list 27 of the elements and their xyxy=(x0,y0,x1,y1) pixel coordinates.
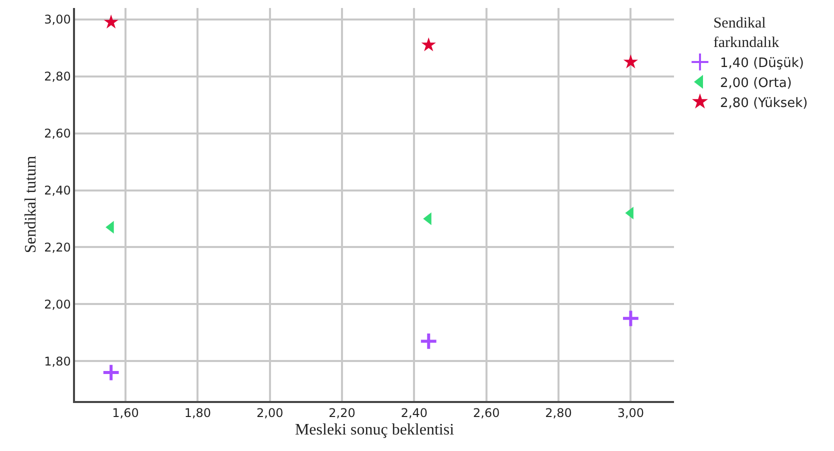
y-tick-label: 1,80 xyxy=(44,354,71,368)
x-tick-label: 2,80 xyxy=(545,406,572,420)
point xyxy=(623,54,638,68)
y-tick-label: 3,00 xyxy=(44,12,71,27)
y-axis-title: Sendikal tutum xyxy=(22,155,40,254)
legend-title: Sendikal farkındalık xyxy=(713,16,780,51)
x-tick-label: 2,60 xyxy=(473,406,500,420)
legend-label: 2,00 (Orta) xyxy=(720,76,792,91)
x-tick-label: 1,80 xyxy=(184,406,212,420)
x-tick-label: 2,00 xyxy=(256,406,284,420)
y-tick-label: 2,40 xyxy=(44,183,71,198)
legend-label: 1,40 (Düşük) xyxy=(720,56,804,72)
y-tick-label: 2,00 xyxy=(44,297,71,312)
x-axis-title: Mesleki sonuç beklentisi xyxy=(294,421,455,438)
y-tick-label: 2,60 xyxy=(44,126,71,140)
point xyxy=(104,14,118,28)
point xyxy=(102,363,120,382)
x-tick-label: 1,60 xyxy=(112,406,139,420)
legend-label: 2,80 (Yüksek) xyxy=(720,96,808,111)
point xyxy=(419,332,438,350)
y-tick-label: 2,20 xyxy=(44,240,71,254)
x-tick-label: 2,40 xyxy=(400,406,428,420)
x-tick-label: 2,20 xyxy=(328,406,356,420)
y-tick-label: 2,80 xyxy=(44,70,71,84)
point xyxy=(421,37,436,52)
x-tick-label: 3,00 xyxy=(617,406,644,420)
point xyxy=(622,309,640,328)
